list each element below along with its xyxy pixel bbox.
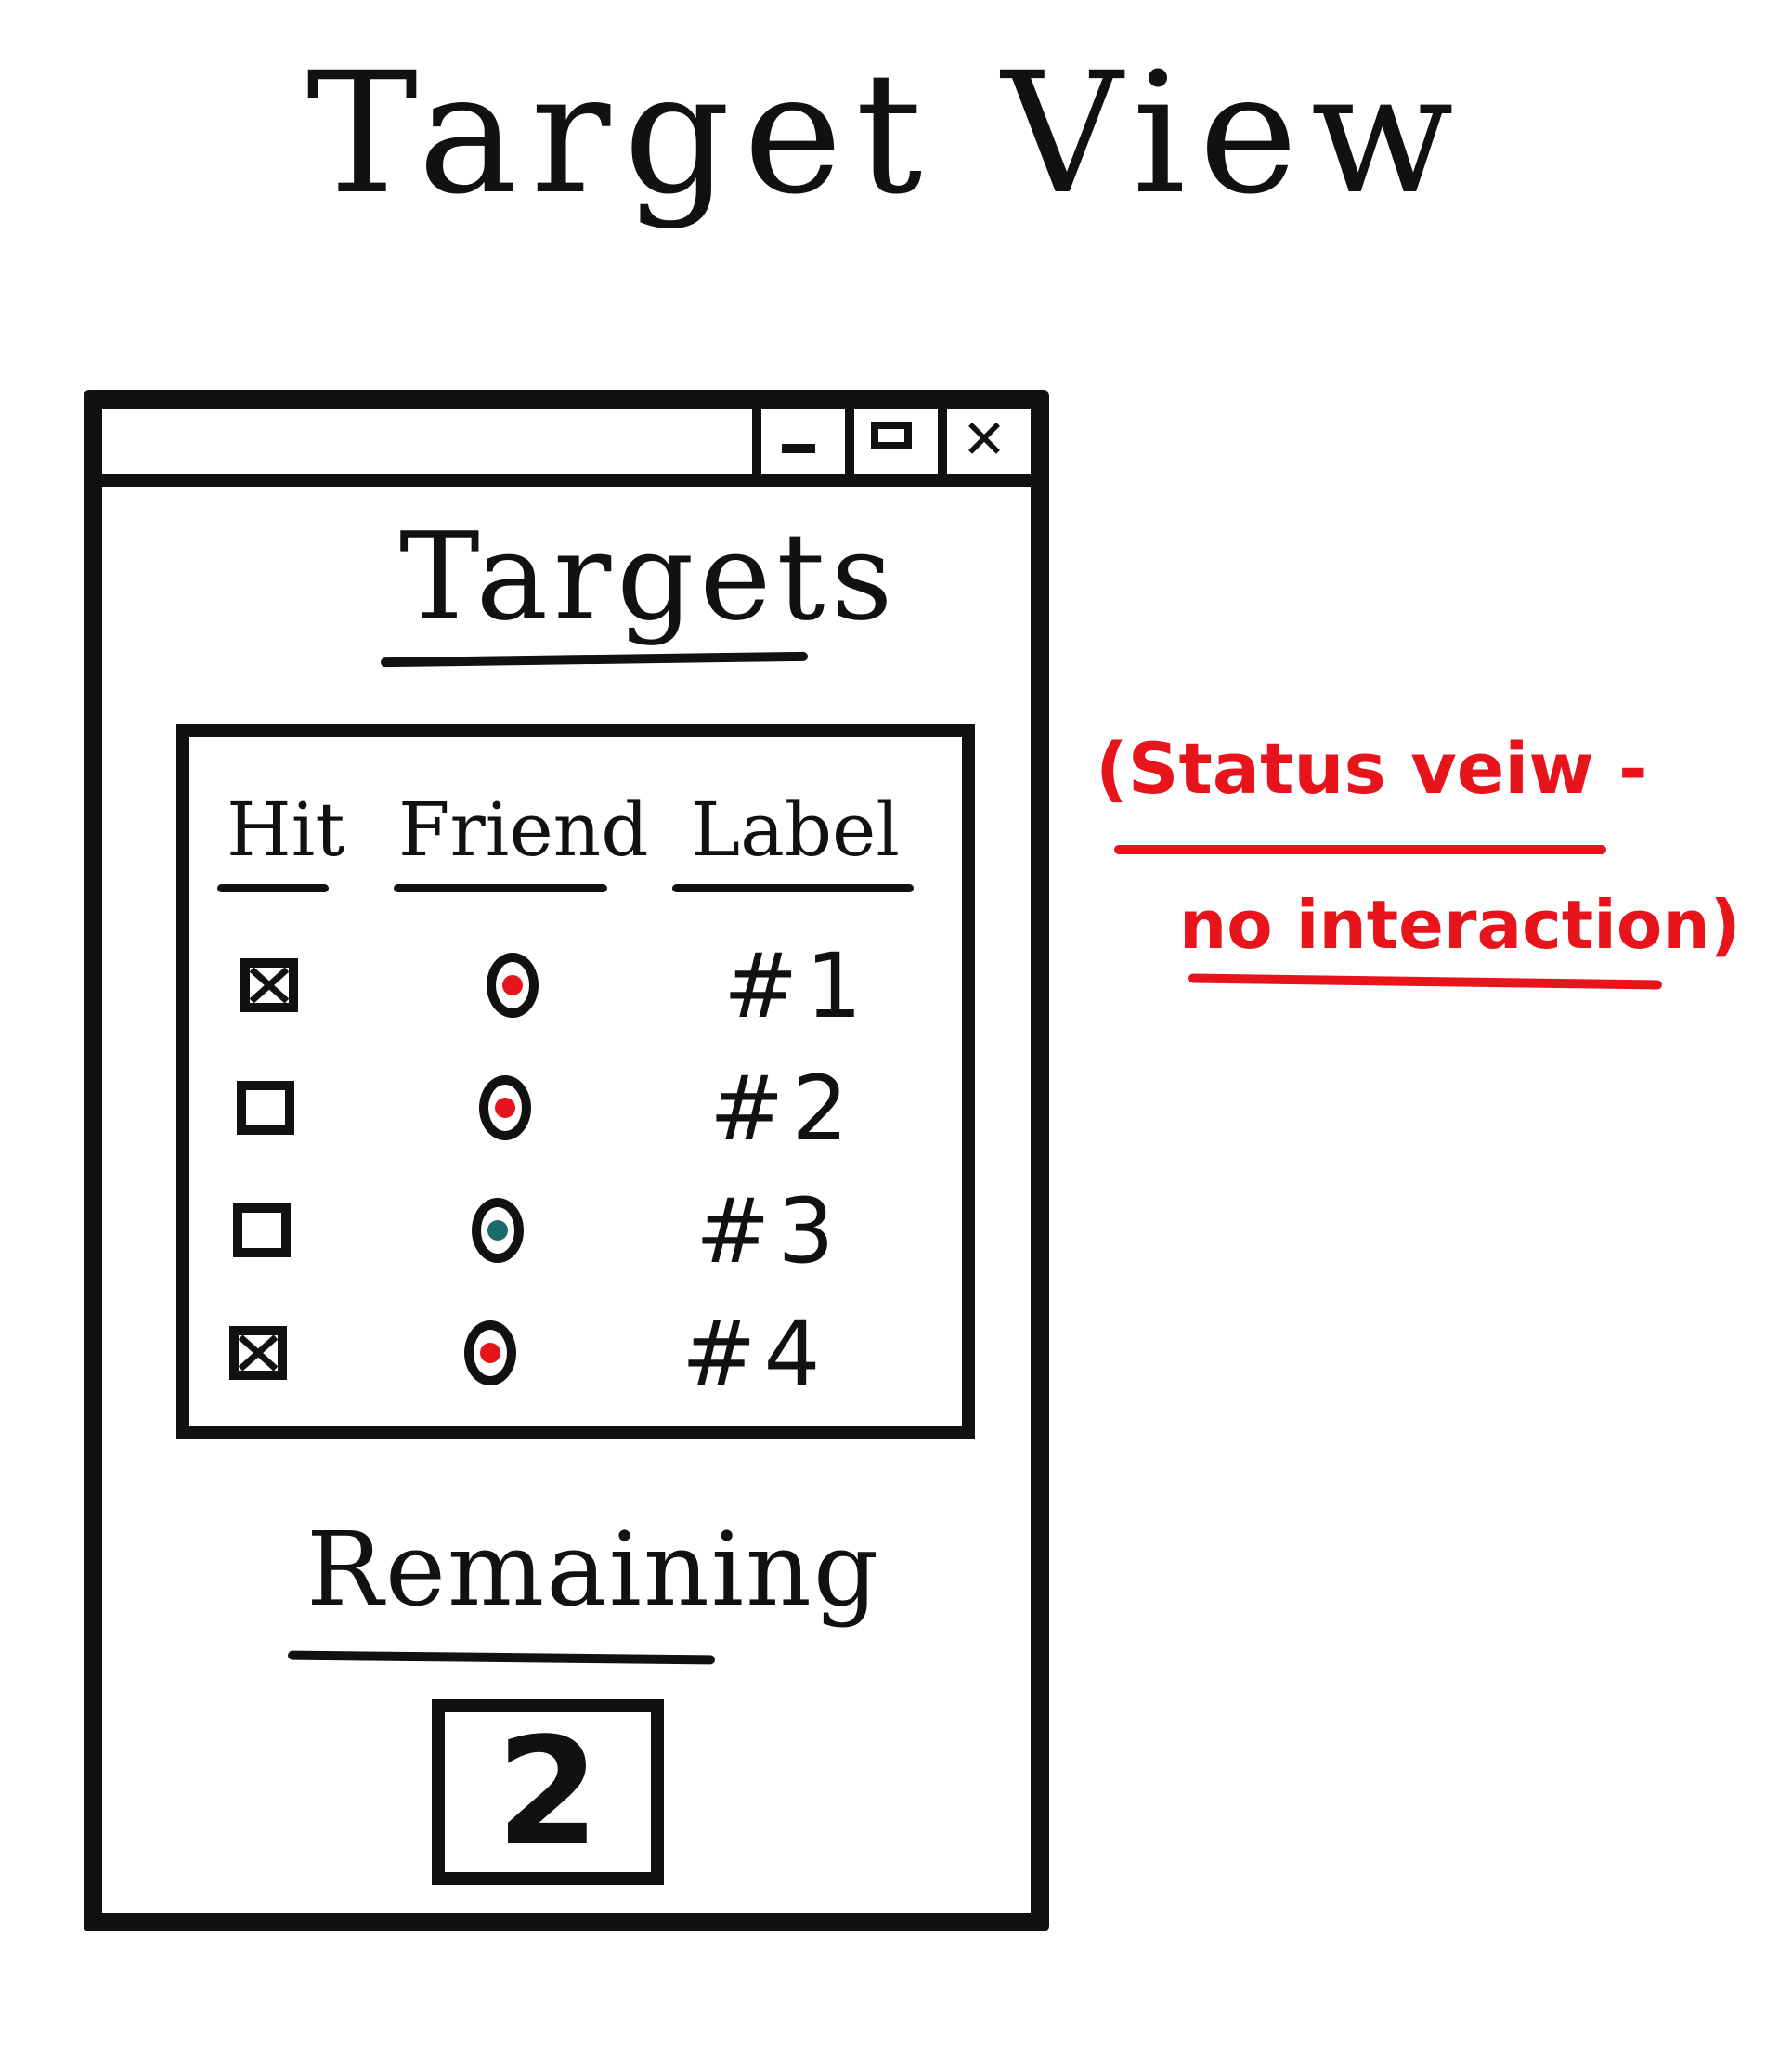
target-view-window: ✕ Targets Hit Friend Label #1 #2 #3 #4 Rema… xyxy=(84,390,1049,1931)
target-label: #4 xyxy=(682,1302,828,1406)
friend-status-dot xyxy=(495,1098,515,1118)
maximize-icon xyxy=(871,422,912,449)
friend-status-dot xyxy=(480,1343,500,1363)
remaining-heading: Remaining xyxy=(306,1510,881,1629)
friend-indicator xyxy=(487,953,539,1018)
close-icon: ✕ xyxy=(961,408,1007,471)
remaining-count-box: 2 xyxy=(432,1699,664,1885)
target-label: #2 xyxy=(709,1057,856,1161)
maximize-button[interactable] xyxy=(845,409,928,474)
column-header-hit: Hit xyxy=(227,787,345,873)
close-button[interactable]: ✕ xyxy=(938,409,1021,474)
column-header-label: Label xyxy=(691,787,900,873)
friend-indicator xyxy=(472,1198,524,1263)
target-label: #1 xyxy=(723,934,870,1038)
page-title: Target View xyxy=(306,37,1467,231)
friend-status-dot xyxy=(487,1220,508,1241)
friend-indicator xyxy=(479,1075,531,1140)
hit-checkbox xyxy=(233,1203,291,1257)
annotation-underline-2 xyxy=(1188,973,1663,990)
hit-checkbox xyxy=(237,1081,294,1135)
targets-heading: Targets xyxy=(399,506,899,647)
annotation-line-2: no interaction) xyxy=(1179,886,1741,964)
targets-table: Hit Friend Label #1 #2 #3 #4 xyxy=(176,724,975,1439)
hit-checkbox xyxy=(229,1326,287,1380)
target-label: #3 xyxy=(695,1179,842,1283)
status-view-annotation: (Status veiw - no interaction) xyxy=(1096,734,1764,1031)
column-underline-label xyxy=(672,884,914,892)
minimize-button[interactable] xyxy=(752,409,836,474)
minimize-icon xyxy=(782,444,815,453)
friend-indicator xyxy=(464,1320,516,1385)
annotation-underline-1 xyxy=(1114,845,1606,854)
annotation-line-1: (Status veiw - xyxy=(1096,727,1648,810)
column-underline-hit xyxy=(217,884,329,892)
targets-heading-underline xyxy=(380,651,809,668)
column-underline-friend xyxy=(394,884,607,892)
checkbox-cross-icon xyxy=(250,968,289,1003)
hit-checkbox xyxy=(240,958,298,1012)
checkbox-cross-icon xyxy=(239,1335,278,1371)
friend-status-dot xyxy=(502,975,523,995)
column-header-friend: Friend xyxy=(398,787,649,873)
remaining-count-value: 2 xyxy=(496,1705,600,1879)
remaining-heading-underline xyxy=(287,1650,716,1665)
window-titlebar: ✕ xyxy=(102,409,1031,487)
